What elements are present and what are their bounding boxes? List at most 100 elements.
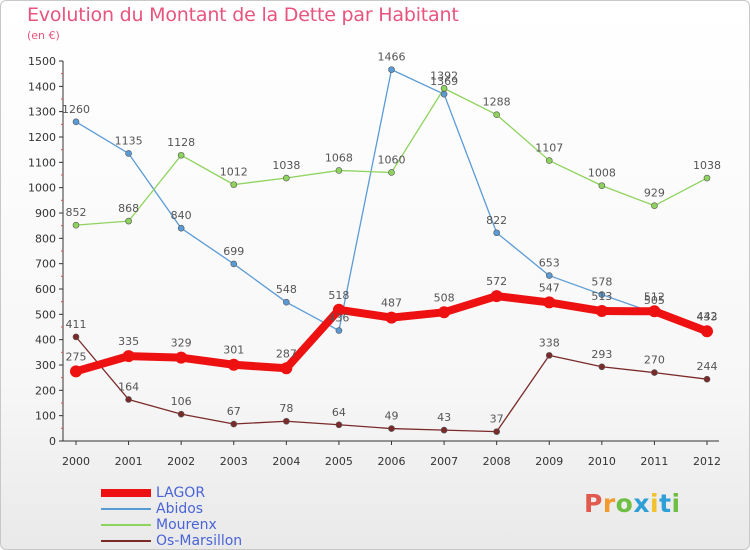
data-label: 338 [539,336,560,349]
data-point [72,221,80,229]
x-tick-label: 2005 [325,455,353,468]
data-point [230,420,238,428]
data-point [545,157,553,164]
y-tick-label: 600 [35,283,56,296]
data-point [175,351,188,364]
data-label: 270 [644,354,665,367]
y-tick-label: 700 [35,258,56,271]
data-label: 487 [381,297,402,310]
logo-letter: i [671,489,681,518]
data-label: 822 [486,214,507,227]
data-label: 287 [276,347,297,360]
data-point [651,202,658,209]
data-point [703,375,711,383]
y-tick-label: 1000 [28,182,56,195]
legend-swatch [101,508,151,510]
data-label: 653 [539,257,560,270]
data-label: 518 [328,289,349,302]
legend-label: Os-Marsillon [156,533,243,549]
data-point [545,352,553,359]
x-tick-label: 2006 [378,455,406,468]
data-point [385,311,398,324]
data-point [125,217,132,225]
data-label: 1038 [272,159,300,172]
data-point [283,417,290,425]
x-tick-label: 2000 [62,455,90,468]
data-label: 64 [332,406,346,419]
data-point [493,229,500,237]
y-tick-label: 400 [35,334,56,347]
data-label: 868 [118,202,139,215]
data-label: 1060 [378,153,406,166]
legend-label: Abidos [156,501,204,517]
data-point [598,363,606,371]
data-point [438,306,451,319]
data-label: 293 [591,348,612,361]
legend-label: Mourenx [156,517,217,533]
data-label: 1107 [535,142,563,155]
data-label: 548 [276,283,297,296]
y-tick-label: 900 [35,207,56,220]
x-tick-label: 2001 [115,455,143,468]
data-point [335,421,343,429]
data-label: 433 [697,310,718,323]
y-tick-label: 100 [35,410,56,423]
data-label: 244 [697,360,718,373]
legend-swatch [101,524,151,526]
logo-letter: o [615,489,634,518]
logo-letter: r [602,489,616,518]
x-tick-label: 2007 [430,455,458,468]
data-label: 106 [171,395,192,408]
data-point [490,290,503,303]
data-point [545,272,553,279]
data-label: 852 [66,206,87,219]
data-point [283,174,290,182]
data-point [440,426,448,434]
data-point [388,425,395,432]
data-point [703,174,711,182]
data-label: 335 [118,335,139,348]
data-label: 164 [118,380,139,393]
data-point [280,362,293,375]
data-label: 1008 [588,167,616,180]
data-label: 329 [171,337,192,350]
data-label: 49 [385,410,399,423]
data-point [177,151,185,159]
data-point [598,291,606,298]
data-point [440,90,448,98]
data-point [177,410,185,418]
data-label: 508 [434,291,455,304]
y-tick-label: 200 [35,384,56,397]
logo-letter: t [659,489,672,518]
logo-letter: x [633,489,650,518]
data-label: 1038 [693,159,721,172]
data-point [230,181,238,188]
data-label: 67 [227,405,241,418]
data-point [651,369,658,376]
x-tick-label: 2011 [640,455,668,468]
legend-swatch [101,540,151,542]
data-point [122,350,135,363]
data-point [230,260,238,268]
series-line-abidos [75,68,708,332]
y-tick-label: 300 [35,359,56,372]
proxiti-logo: Proxiti [584,489,681,518]
data-point [598,182,606,189]
data-point [227,358,240,371]
data-label: 1068 [325,151,353,164]
data-point [125,396,132,403]
data-label: 1135 [115,134,143,147]
y-tick-label: 1300 [28,106,56,119]
data-label: 699 [223,245,244,258]
x-tick-label: 2010 [588,455,616,468]
y-tick-label: 1200 [28,131,56,144]
y-tick-label: 1400 [28,80,56,93]
logo-letter: i [650,489,660,518]
data-label: 512 [644,290,665,303]
data-label: 1392 [430,69,458,82]
data-label: 1288 [483,96,511,109]
data-label: 578 [591,276,612,289]
x-tick-label: 2003 [220,455,248,468]
